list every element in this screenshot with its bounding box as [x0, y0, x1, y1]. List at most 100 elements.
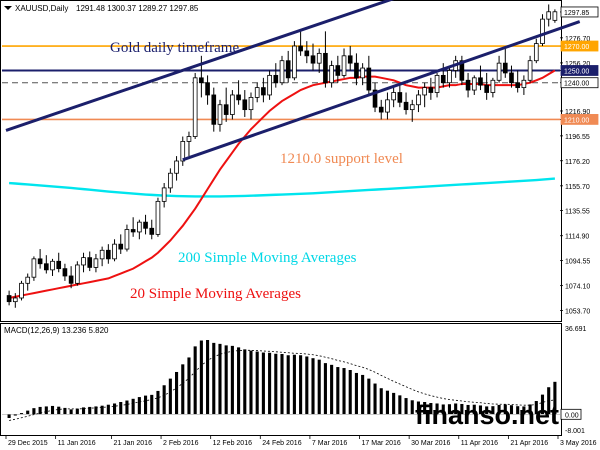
candle-body — [168, 172, 173, 189]
macd-tick-label: 0.00 — [565, 412, 579, 419]
level-price-tags: 1270.00 1250.00 1240.00 1210.00 1297.85 — [560, 6, 599, 125]
candle-body — [62, 268, 68, 277]
candle-body — [440, 74, 446, 84]
candle-body — [180, 141, 186, 162]
x-tick-label: 17 Mar 2016 — [362, 440, 401, 447]
candle — [211, 87, 217, 132]
candle-body — [292, 45, 297, 79]
candle — [143, 214, 148, 235]
candle — [43, 255, 49, 274]
candle — [453, 55, 458, 78]
candle — [316, 48, 322, 73]
annotation-timeframe: Gold daily timeframe — [110, 40, 239, 56]
candle-body — [552, 11, 558, 21]
candle-body — [502, 62, 508, 74]
candle-body — [329, 65, 334, 84]
candle-body — [447, 70, 452, 84]
candle — [347, 46, 353, 71]
y-tick-label: 1256.20 — [565, 61, 590, 68]
candle — [155, 197, 161, 237]
candle — [354, 53, 359, 86]
candle — [37, 249, 43, 269]
candle-body — [391, 92, 396, 101]
candle-body — [360, 67, 365, 79]
candle-body — [316, 52, 322, 64]
candle — [515, 70, 521, 93]
y-tick-label: 1053.70 — [565, 309, 590, 316]
candle — [192, 72, 198, 139]
candle — [248, 92, 254, 120]
candle — [329, 60, 334, 88]
candle — [527, 55, 533, 83]
candle-body — [112, 243, 117, 260]
candle-body — [354, 62, 359, 79]
candle-body — [31, 258, 37, 278]
candle — [205, 75, 210, 105]
candle — [223, 87, 229, 122]
candle-body — [285, 60, 291, 79]
level-tag-box — [560, 114, 599, 125]
level-tag-box — [560, 6, 599, 18]
y-tick-label: 1114.90 — [565, 234, 589, 241]
candle-body — [521, 79, 527, 89]
candle — [540, 14, 545, 47]
x-tick-label: 21 Apr 2016 — [510, 440, 548, 447]
candle-body — [50, 260, 55, 271]
x-tick-label: 11 Jan 2016 — [58, 440, 96, 447]
watermark: finanso.net — [415, 400, 559, 430]
candle — [75, 261, 80, 286]
macd-tick-label: -8.001 — [565, 428, 585, 435]
candle-body — [19, 282, 24, 299]
sma200-line — [9, 177, 555, 198]
candle — [174, 156, 179, 181]
candle-body — [273, 74, 279, 84]
macd-signal-line — [9, 349, 555, 421]
candle-body — [397, 92, 403, 103]
candle — [360, 63, 365, 86]
candle-body — [242, 99, 248, 111]
level-tag-box — [560, 77, 599, 89]
candle-body — [422, 87, 427, 96]
candle — [409, 99, 415, 122]
candle — [137, 219, 142, 240]
symbol-label: XAUUSD,Daily — [15, 4, 68, 13]
ohlc-values: 1291.48 1300.37 1289.27 1297.85 — [76, 4, 199, 13]
candle-body — [75, 264, 80, 284]
candle — [56, 252, 62, 273]
macd-zero-tag — [560, 408, 582, 420]
macd-histogram — [2, 339, 560, 418]
candle — [130, 217, 136, 237]
candle — [391, 87, 396, 108]
candle-body — [199, 77, 204, 84]
candle-body — [161, 187, 167, 202]
candle — [385, 92, 390, 120]
candle — [279, 55, 285, 86]
candle — [335, 55, 341, 83]
candle — [180, 136, 186, 166]
candle-body — [434, 74, 440, 93]
candle — [447, 65, 452, 88]
candle-body — [509, 72, 514, 84]
macd-signal-group — [9, 349, 555, 421]
x-tick-label: 11 Apr 2016 — [461, 440, 498, 447]
candle — [509, 65, 514, 88]
annotation-sma20: 20 Simple Moving Averages — [130, 286, 301, 302]
y-tick-label: 1094.55 — [565, 259, 590, 266]
candle — [161, 183, 167, 208]
candle — [403, 92, 409, 115]
candle-body — [223, 104, 229, 115]
candle-body — [372, 89, 378, 108]
candle — [267, 70, 272, 100]
y-tick-label: 1155.70 — [565, 184, 590, 191]
candle — [236, 80, 241, 105]
candle — [478, 65, 483, 91]
candlesticks — [6, 4, 558, 308]
candle — [112, 239, 117, 262]
candle-body — [124, 229, 130, 250]
dropdown-triangle-icon[interactable] — [4, 6, 12, 10]
candle-body — [533, 43, 539, 62]
candle-body — [416, 94, 421, 106]
candle — [397, 85, 403, 108]
y-tick-label: 1176.20 — [565, 159, 590, 166]
